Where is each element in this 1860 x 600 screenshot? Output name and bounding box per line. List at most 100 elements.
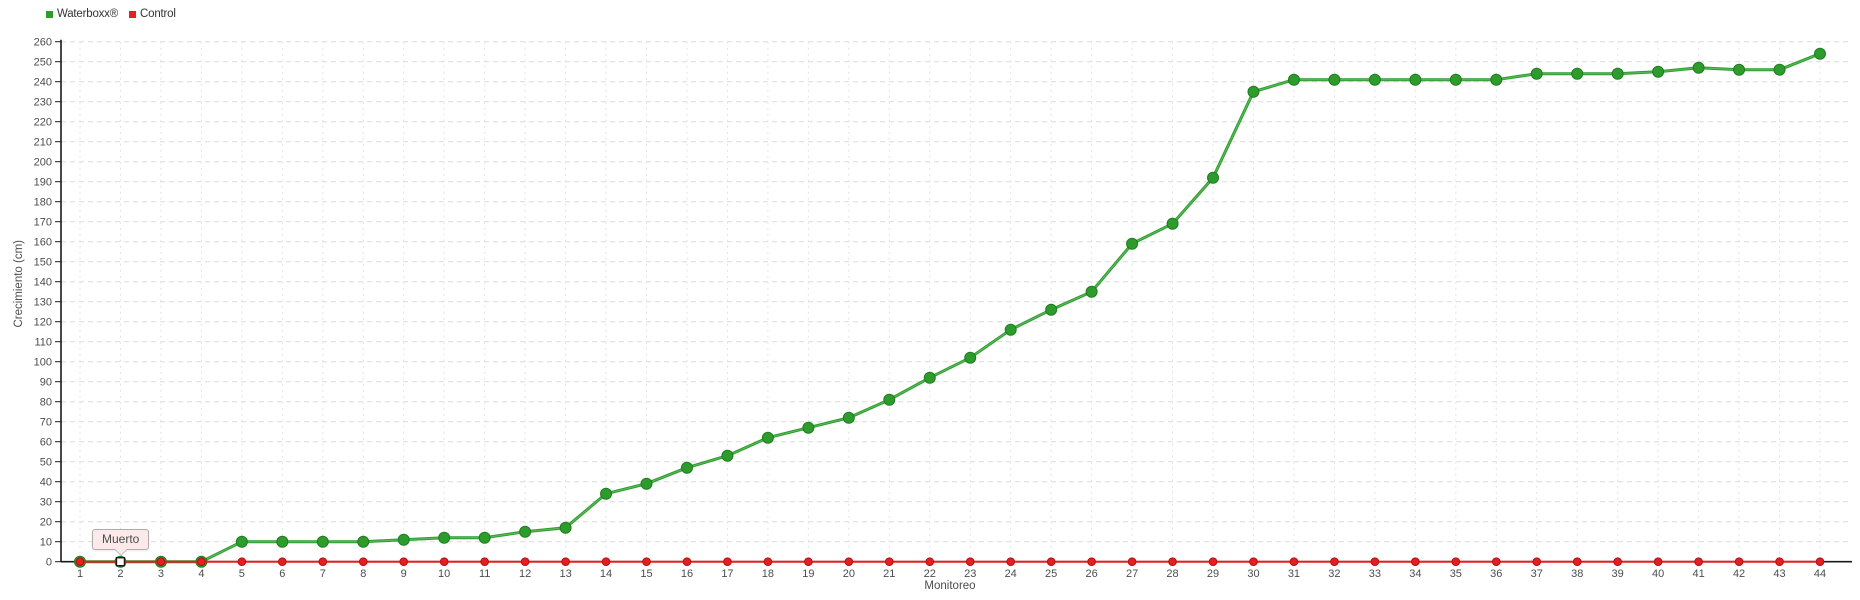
data-point[interactable] bbox=[1409, 73, 1422, 86]
x-tick-label: 28 bbox=[1166, 568, 1178, 580]
data-point[interactable] bbox=[965, 557, 975, 567]
x-tick-label: 17 bbox=[721, 568, 733, 580]
data-point[interactable] bbox=[721, 449, 734, 462]
data-point[interactable] bbox=[1207, 171, 1220, 184]
data-point[interactable] bbox=[1289, 557, 1299, 567]
data-point[interactable] bbox=[278, 557, 287, 567]
data-point[interactable] bbox=[925, 557, 935, 567]
data-point[interactable] bbox=[318, 557, 328, 567]
data-point[interactable] bbox=[1813, 47, 1826, 60]
data-point[interactable] bbox=[964, 351, 977, 364]
data-point[interactable] bbox=[844, 557, 854, 567]
data-point[interactable] bbox=[1328, 73, 1341, 86]
data-point[interactable] bbox=[1491, 557, 1501, 567]
data-point[interactable] bbox=[1247, 85, 1260, 98]
y-tick-label: 160 bbox=[34, 237, 52, 249]
data-point[interactable] bbox=[1652, 65, 1665, 78]
data-point[interactable] bbox=[1249, 557, 1258, 567]
data-point[interactable] bbox=[1085, 285, 1098, 298]
data-point[interactable] bbox=[75, 557, 85, 567]
data-point[interactable] bbox=[1572, 557, 1582, 567]
data-point[interactable] bbox=[1368, 73, 1381, 86]
data-point[interactable] bbox=[1775, 557, 1784, 567]
data-point[interactable] bbox=[842, 411, 855, 424]
data-point[interactable] bbox=[1571, 67, 1584, 80]
data-point[interactable] bbox=[1694, 557, 1703, 567]
data-point[interactable] bbox=[1168, 557, 1177, 567]
data-point[interactable] bbox=[763, 557, 773, 567]
data-point[interactable] bbox=[519, 525, 532, 538]
data-point[interactable] bbox=[1733, 63, 1746, 76]
data-point[interactable] bbox=[642, 557, 651, 567]
legend-label-control: Control bbox=[140, 8, 176, 20]
data-point[interactable] bbox=[1126, 237, 1139, 250]
data-point[interactable] bbox=[316, 535, 329, 548]
data-point[interactable] bbox=[235, 535, 248, 548]
data-point[interactable] bbox=[1532, 557, 1542, 567]
data-point[interactable] bbox=[601, 557, 611, 567]
data-point[interactable] bbox=[1208, 557, 1218, 567]
data-point[interactable] bbox=[1490, 73, 1503, 86]
data-point[interactable] bbox=[1449, 73, 1462, 86]
data-point[interactable] bbox=[1330, 557, 1339, 567]
data-point[interactable] bbox=[1087, 557, 1096, 567]
data-point[interactable] bbox=[1006, 557, 1015, 567]
data-point[interactable] bbox=[561, 557, 570, 567]
data-point[interactable] bbox=[1653, 557, 1663, 567]
data-point[interactable] bbox=[520, 557, 530, 567]
data-point[interactable] bbox=[1734, 557, 1744, 567]
data-point[interactable] bbox=[357, 535, 370, 548]
data-point[interactable] bbox=[1613, 557, 1622, 567]
data-point[interactable] bbox=[600, 487, 613, 500]
data-point[interactable] bbox=[197, 557, 206, 567]
data-point[interactable] bbox=[480, 557, 489, 567]
data-point[interactable] bbox=[276, 535, 289, 548]
data-point[interactable] bbox=[1166, 217, 1179, 230]
data-point[interactable] bbox=[1004, 323, 1017, 336]
data-point[interactable] bbox=[1451, 557, 1461, 567]
data-point[interactable] bbox=[478, 531, 491, 544]
x-tick-label: 37 bbox=[1531, 568, 1543, 580]
data-point[interactable] bbox=[1692, 61, 1705, 74]
data-point[interactable] bbox=[439, 557, 449, 567]
x-tick-label: 22 bbox=[924, 568, 936, 580]
data-point[interactable] bbox=[1045, 303, 1058, 316]
x-tick-label: 23 bbox=[964, 568, 976, 580]
data-point[interactable] bbox=[397, 533, 410, 546]
data-point[interactable] bbox=[923, 371, 936, 384]
data-point[interactable] bbox=[1287, 73, 1300, 86]
x-tick-label: 34 bbox=[1409, 568, 1421, 580]
data-point[interactable] bbox=[1611, 67, 1624, 80]
data-point[interactable] bbox=[1127, 557, 1137, 567]
data-point[interactable] bbox=[559, 521, 572, 534]
data-point[interactable] bbox=[680, 461, 693, 474]
data-point[interactable] bbox=[1046, 557, 1056, 567]
data-point[interactable] bbox=[885, 557, 894, 567]
data-point[interactable] bbox=[156, 557, 166, 567]
data-point[interactable] bbox=[237, 557, 247, 567]
data-point[interactable] bbox=[723, 557, 732, 567]
legend-item-control[interactable]: Control bbox=[129, 8, 176, 20]
data-point[interactable] bbox=[883, 393, 896, 406]
x-tick-label: 24 bbox=[1005, 568, 1017, 580]
data-point[interactable] bbox=[802, 421, 815, 434]
data-point[interactable] bbox=[1411, 557, 1420, 567]
data-point[interactable] bbox=[1530, 67, 1543, 80]
data-point[interactable] bbox=[761, 431, 774, 444]
data-point[interactable] bbox=[640, 477, 653, 490]
data-point[interactable] bbox=[1370, 557, 1380, 567]
data-point[interactable] bbox=[1815, 557, 1825, 567]
data-point[interactable] bbox=[399, 557, 409, 567]
data-point[interactable] bbox=[438, 531, 451, 544]
data-point[interactable] bbox=[358, 557, 368, 567]
y-tick-label: 190 bbox=[34, 177, 52, 189]
data-point[interactable] bbox=[1773, 63, 1786, 76]
x-tick-label: 9 bbox=[401, 568, 407, 580]
series-waterboxx bbox=[74, 47, 1826, 568]
y-tick-label: 20 bbox=[40, 517, 52, 529]
x-tick-label: 7 bbox=[320, 568, 326, 580]
legend-item-waterboxx[interactable]: Waterboxx® bbox=[46, 8, 118, 20]
data-point[interactable] bbox=[682, 557, 692, 567]
data-point[interactable] bbox=[804, 557, 813, 567]
